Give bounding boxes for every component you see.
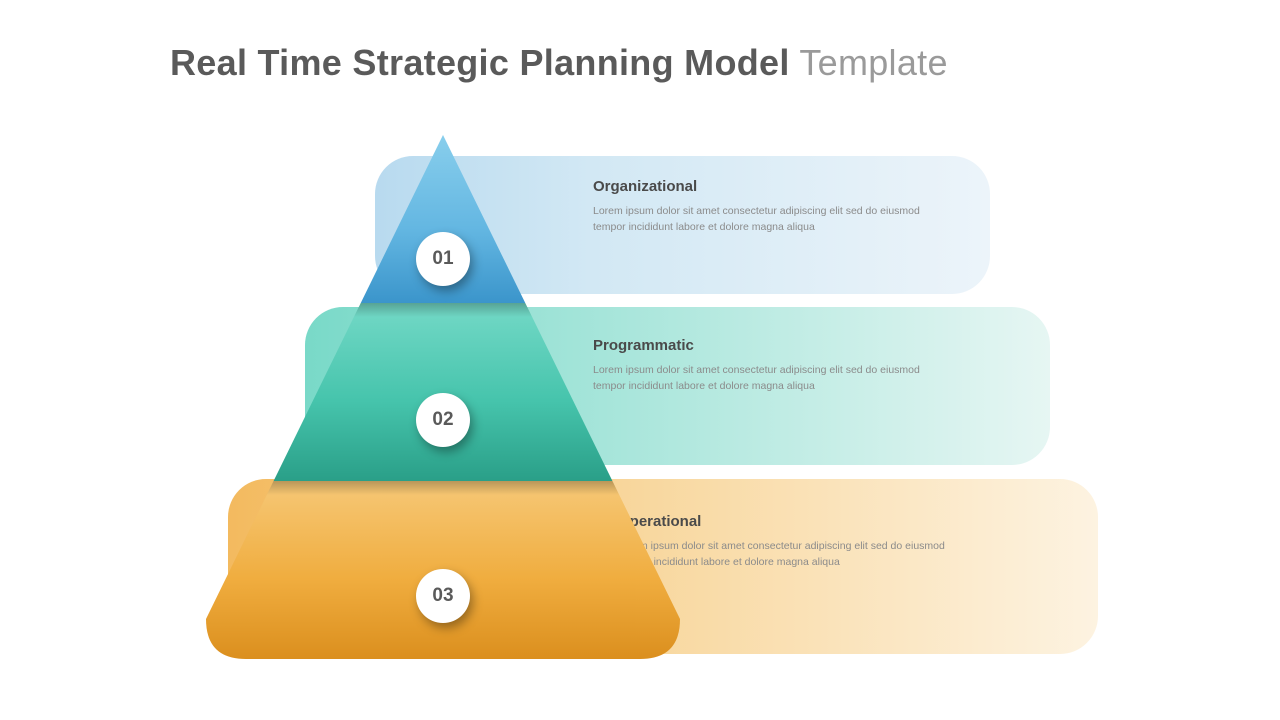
badge-level-2: 02	[416, 393, 470, 447]
badge-level-3: 03	[416, 569, 470, 623]
badge-level-1: 01	[416, 232, 470, 286]
pyramid-segment-2	[206, 303, 680, 481]
slide: Real Time Strategic Planning Model Templ…	[0, 0, 1280, 720]
diagram-stage: Organizational Lorem ipsum dolor sit ame…	[0, 0, 1280, 720]
